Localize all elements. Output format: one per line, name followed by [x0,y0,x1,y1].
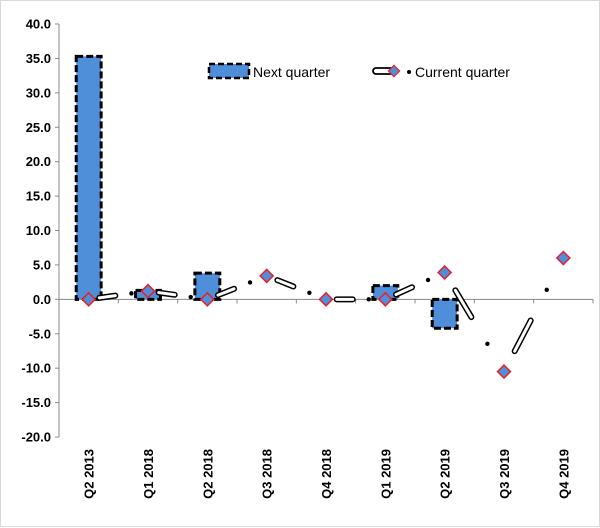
x-category-label: Q3 2018 [260,449,275,499]
marker-current-quarter [496,364,512,380]
line-layer [96,277,549,355]
marker-current-quarter [259,268,275,284]
y-tick-labels: 40.0 35.0 30.0 25.0 20.0 15.0 10.0 5.0 0.0 -5.0 -1… [21,17,51,445]
y-tick-label: 25.0 [26,120,51,135]
legend-item-next-quarter: Next quarter [207,62,330,80]
line-dash-inner [394,285,414,297]
line-dot [425,277,431,283]
line-dash-inner [275,278,295,288]
line-segment-current-quarter [274,277,312,295]
line-segment-current-quarter [333,296,371,303]
line-dot [485,341,490,347]
legend-swatch-current-dot [407,70,411,74]
legend-item-current-quarter: Current quarter [372,64,510,80]
x-category-label: Q4 2019 [556,449,571,499]
y-tick-label: 20.0 [26,154,51,169]
y-tick-label: -5.0 [29,326,51,341]
x-tick-labels: Q2 2013 Q1 2018 Q2 2018 Q3 2018 Q4 2018 Q1 20… [82,449,572,499]
line-segment-current-quarter [96,291,134,301]
bar-next-quarter [74,54,103,301]
line-segment-current-quarter [393,277,431,298]
y-tick-label: -20.0 [21,430,51,445]
marker-current-quarter [140,283,156,299]
line-dash-inner [513,318,533,353]
line-segment-current-quarter [215,280,253,299]
marker-current-quarter [199,291,215,307]
legend-label-current-quarter: Current quarter [415,64,510,80]
legend-label-next-quarter: Next quarter [253,64,330,80]
x-category-label: Q2 2019 [438,449,453,499]
line-dot [366,297,371,302]
y-tick-label: 35.0 [26,51,51,66]
legend: Next quarter Current quarter [207,62,510,80]
marker-current-quarter [377,291,393,307]
marker-current-quarter [318,291,334,307]
line-dash-inner [97,294,117,300]
line-dot [247,280,253,285]
line-dot [129,291,134,296]
axis-layer [55,23,594,438]
x-category-label: Q3 2019 [497,449,512,499]
line-dot [544,287,549,293]
legend-swatch-next-quarter [207,62,251,80]
line-dot [188,294,193,300]
line-segment-current-quarter [452,287,490,347]
y-tick-label: 5.0 [33,257,51,272]
marker-current-quarter [437,264,453,281]
x-category-label: Q1 2019 [378,449,393,499]
marker-layer [81,250,571,380]
bar-next-quarter [430,297,459,330]
x-category-label: Q2 2013 [82,449,97,499]
y-tick-label: 40.0 [26,17,51,32]
x-category-label: Q2 2018 [200,449,215,499]
y-tick-label: 15.0 [26,189,51,204]
y-tick-label: 10.0 [26,223,51,238]
bar-layer [74,54,459,330]
y-tick-label: -10.0 [21,361,51,376]
line-dash-inner [453,288,473,319]
legend-swatch-current-marker [387,64,401,78]
y-tick-label: 0.0 [33,292,51,307]
line-dash-inner [216,287,236,297]
x-category-label: Q1 2018 [141,449,156,499]
line-dot [307,290,312,295]
x-category-label: Q4 2018 [319,449,334,499]
marker-current-quarter [555,250,571,266]
marker-current-quarter [81,291,97,307]
y-tick-label: -15.0 [21,395,51,410]
line-dash-inner [157,291,177,297]
y-tick-label: 30.0 [26,85,51,100]
line-segment-current-quarter [511,287,549,355]
line-segment-current-quarter [155,289,193,300]
